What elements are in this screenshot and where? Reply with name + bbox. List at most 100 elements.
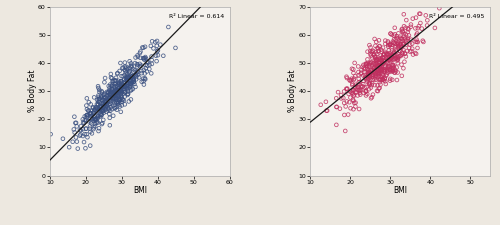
Point [332, 105, 340, 109]
Point [122, 65, 130, 69]
Point [374, 64, 382, 68]
Point [152, 40, 160, 44]
Point [142, 78, 150, 81]
Point [108, 93, 116, 97]
Point [147, 44, 155, 48]
Point [114, 94, 122, 98]
Point [416, 12, 424, 16]
Point [394, 37, 402, 40]
Point [148, 58, 156, 62]
Point [148, 55, 156, 58]
Point [126, 84, 134, 88]
Point [376, 80, 384, 84]
Point [122, 76, 130, 80]
Point [123, 75, 131, 79]
Point [376, 56, 384, 60]
Point [106, 93, 114, 97]
Point [133, 65, 141, 68]
Point [388, 67, 396, 71]
Point [382, 82, 390, 86]
Point [384, 43, 392, 47]
Point [97, 105, 105, 108]
Point [110, 97, 118, 101]
Point [112, 105, 120, 109]
Point [100, 92, 108, 95]
Point [79, 127, 87, 131]
Point [384, 68, 392, 72]
Point [102, 105, 110, 108]
Point [384, 59, 392, 62]
Point [72, 125, 80, 128]
Point [350, 68, 358, 71]
Point [126, 79, 134, 83]
Point [100, 95, 108, 99]
Point [402, 32, 409, 36]
Point [379, 46, 387, 50]
Point [374, 71, 382, 75]
Point [97, 102, 105, 106]
Point [115, 98, 123, 101]
Point [350, 107, 358, 111]
Point [109, 79, 117, 83]
Point [104, 98, 112, 102]
Point [95, 100, 103, 104]
Point [124, 75, 132, 79]
Point [407, 23, 415, 26]
Point [366, 61, 374, 65]
Point [142, 67, 150, 70]
Point [98, 91, 106, 94]
Point [372, 58, 380, 61]
Point [119, 83, 127, 87]
Point [153, 44, 161, 48]
Point [357, 85, 365, 88]
Point [82, 119, 90, 122]
Point [374, 70, 382, 74]
Point [368, 63, 376, 67]
Point [141, 45, 149, 49]
Point [130, 78, 138, 81]
Point [398, 39, 406, 43]
Point [408, 47, 416, 50]
Point [115, 99, 123, 102]
Point [73, 140, 81, 143]
Point [104, 90, 112, 94]
Point [84, 119, 92, 123]
Point [364, 71, 372, 74]
Point [393, 34, 401, 38]
Point [114, 89, 122, 92]
Point [90, 126, 98, 129]
Point [126, 86, 134, 89]
Point [121, 65, 129, 68]
Point [382, 74, 390, 78]
Point [110, 106, 118, 110]
Point [362, 86, 370, 89]
Point [366, 73, 374, 77]
Point [366, 65, 374, 68]
Point [124, 81, 132, 84]
Point [376, 66, 384, 70]
Point [400, 34, 408, 38]
Point [375, 87, 383, 90]
Point [116, 105, 124, 108]
Point [386, 77, 394, 81]
Point [376, 69, 384, 72]
Point [388, 70, 396, 73]
Point [83, 107, 91, 111]
Point [72, 121, 80, 125]
Point [99, 102, 107, 106]
Point [389, 69, 397, 73]
Point [113, 88, 121, 92]
Point [370, 65, 378, 69]
Point [382, 42, 390, 45]
Point [91, 125, 99, 128]
Point [392, 36, 400, 40]
Point [115, 91, 123, 95]
Point [116, 89, 124, 93]
Point [366, 76, 374, 79]
Point [377, 78, 385, 82]
Point [138, 80, 145, 83]
Point [395, 49, 403, 53]
Point [128, 79, 136, 82]
Point [125, 69, 133, 73]
Point [399, 42, 407, 45]
